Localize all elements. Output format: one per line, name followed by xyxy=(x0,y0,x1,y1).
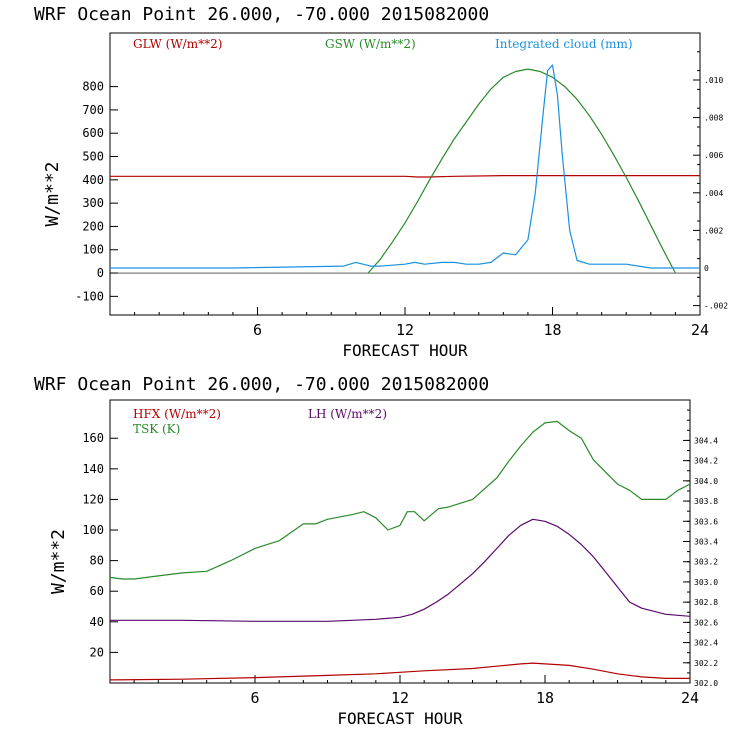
plot-frame xyxy=(109,399,691,684)
y2-tick-label: 302.2 xyxy=(694,659,718,668)
y-axis-label: W/m**2 xyxy=(42,161,63,226)
series-line-integrated xyxy=(110,64,700,269)
y2-tick-label: .006 xyxy=(704,151,723,160)
y-tick-label: 120 xyxy=(82,492,104,506)
y2-tick-label: .008 xyxy=(704,114,723,123)
legend-entry: LH (W/m**2) xyxy=(308,407,387,421)
y-tick-label: -100 xyxy=(75,289,104,303)
legend-entry: Integrated cloud (mm) xyxy=(495,37,633,51)
y2-tick-label: -.002 xyxy=(704,302,728,311)
y2-tick-label: 302.6 xyxy=(694,618,718,627)
y-tick-label: 0 xyxy=(97,266,104,280)
y2-tick-label: 304.2 xyxy=(694,457,718,466)
y2-tick-label: 0 xyxy=(704,264,709,273)
y2-tick-label: 302.0 xyxy=(694,679,718,688)
y-tick-label: 40 xyxy=(90,615,104,629)
x-tick-label: 12 xyxy=(396,321,414,339)
series-line-glw xyxy=(110,175,700,178)
series-line-gsw xyxy=(367,68,676,274)
y-tick-label: 300 xyxy=(82,196,104,210)
y2-tick-label: .004 xyxy=(704,189,723,198)
y2-tick-label: 304.0 xyxy=(694,477,718,486)
x-axis-label: FORECAST HOUR xyxy=(342,341,468,360)
y2-tick-label: 302.4 xyxy=(694,639,718,648)
y-tick-label: 60 xyxy=(90,584,104,598)
x-axis-label: FORECAST HOUR xyxy=(337,709,463,728)
plot-frame xyxy=(109,32,701,316)
x-tick-label: 24 xyxy=(681,689,699,707)
y2-tick-label: .010 xyxy=(704,76,723,85)
chart-header: WRF Ocean Point 26.000, -70.000 20150820… xyxy=(34,374,489,395)
y-tick-label: 800 xyxy=(82,80,104,94)
x-tick-label: 18 xyxy=(543,321,561,339)
y-tick-label: 700 xyxy=(82,103,104,117)
y-tick-label: 400 xyxy=(82,173,104,187)
x-tick-label: 6 xyxy=(250,689,259,707)
y2-tick-label: 303.4 xyxy=(694,538,718,547)
y2-tick-label: 303.6 xyxy=(694,517,718,526)
legend-entry: HFX (W/m**2) xyxy=(133,407,221,421)
y-axis-label: W/m**2 xyxy=(48,529,69,594)
x-tick-label: 24 xyxy=(691,321,709,339)
y2-tick-label: 303.0 xyxy=(694,578,718,587)
y-tick-label: 160 xyxy=(82,431,104,445)
y2-tick-label: 304.4 xyxy=(694,436,718,445)
y-tick-label: 20 xyxy=(90,645,104,659)
x-tick-label: 12 xyxy=(391,689,409,707)
legend-entry: TSK (K) xyxy=(133,422,180,436)
y-tick-label: 80 xyxy=(90,554,104,568)
y-tick-label: 500 xyxy=(82,150,104,164)
y2-tick-label: .002 xyxy=(704,226,723,235)
y2-tick-label: 303.2 xyxy=(694,558,718,567)
series-line-lh xyxy=(109,420,691,580)
y-tick-label: 600 xyxy=(82,126,104,140)
y2-tick-label: 302.8 xyxy=(694,598,718,607)
y-tick-label: 140 xyxy=(82,462,104,476)
chart-header: WRF Ocean Point 26.000, -70.000 20150820… xyxy=(34,4,489,25)
y2-tick-label: 303.8 xyxy=(694,497,718,506)
x-tick-label: 18 xyxy=(536,689,554,707)
y-tick-label: 200 xyxy=(82,219,104,233)
y-tick-label: 100 xyxy=(82,523,104,537)
legend-entry: GSW (W/m**2) xyxy=(325,37,416,51)
x-tick-label: 6 xyxy=(253,321,262,339)
series-line-tsk xyxy=(110,518,691,622)
series-line-hfx xyxy=(109,662,690,681)
legend-entry: GLW (W/m**2) xyxy=(133,37,222,51)
y-tick-label: 100 xyxy=(82,243,104,257)
